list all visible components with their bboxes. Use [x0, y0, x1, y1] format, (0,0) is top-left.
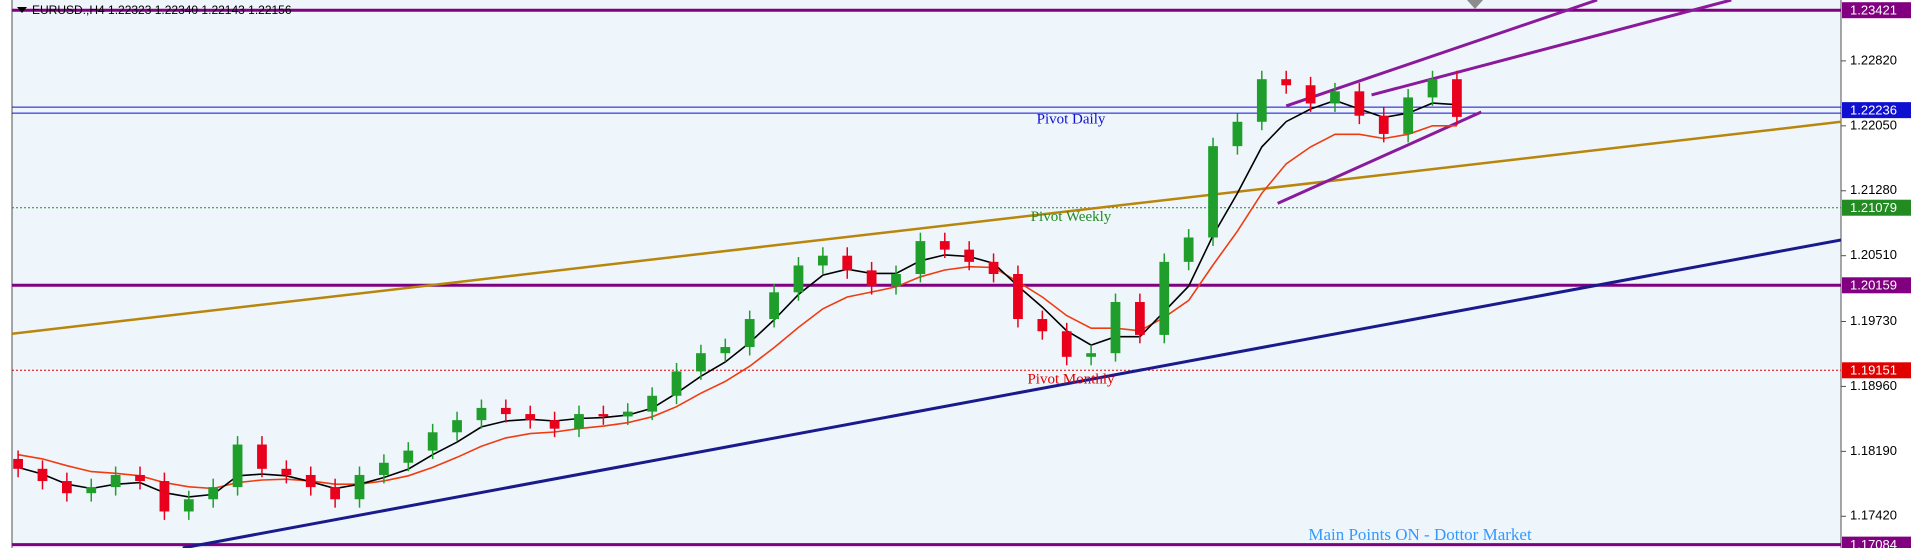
y-tick-label: 1.18190: [1850, 443, 1897, 458]
y-tick-label: 1.19730: [1850, 313, 1897, 328]
candle-body: [1427, 79, 1438, 98]
candle-body: [671, 371, 682, 396]
level-tag-label: 1.20159: [1850, 278, 1897, 293]
candle-body: [1086, 353, 1096, 357]
candle-body: [769, 292, 779, 320]
candle-body: [744, 319, 755, 348]
trend-line: [12, 120, 1841, 335]
candle-body: [281, 468, 292, 475]
y-tick-label: 1.22050: [1850, 117, 1897, 132]
candle-body: [1183, 237, 1194, 262]
y-tick-label: 1.20510: [1850, 247, 1897, 262]
candle-body: [427, 432, 438, 451]
candle-body: [354, 474, 365, 500]
candle-body: [1037, 319, 1048, 332]
level-tag: [1842, 102, 1911, 119]
candle-body: [1256, 79, 1267, 122]
level-tag-label: 1.22236: [1850, 103, 1897, 118]
candle-body: [159, 481, 170, 512]
level-tag-label: 1.23421: [1850, 3, 1897, 18]
level-tag-label: 1.19151: [1850, 363, 1897, 378]
candle-body: [13, 458, 23, 469]
shift-marker: [1467, 0, 1483, 9]
candle-body: [915, 241, 926, 274]
candle-body: [1135, 301, 1145, 335]
candle-body: [1061, 331, 1072, 357]
trend-line: [1285, 0, 1598, 108]
candle-body: [1281, 79, 1292, 86]
candle-body: [574, 414, 584, 429]
trend-line: [182, 238, 1841, 548]
candle-body: [1403, 97, 1414, 134]
pivot-label: Pivot Weekly: [1031, 209, 1112, 225]
candle-body: [1354, 91, 1365, 116]
candle-body: [525, 414, 536, 421]
pivot-label: Pivot Daily: [1037, 112, 1106, 128]
candle-body: [257, 444, 267, 469]
candle-body: [622, 411, 633, 417]
candle-body: [86, 487, 97, 494]
candle-body: [330, 487, 341, 500]
candle-body: [37, 468, 48, 482]
level-tag-label: 1.17084: [1850, 537, 1897, 548]
candle-body: [1330, 91, 1340, 104]
ma-line: [17, 125, 1457, 490]
candle-body: [1305, 85, 1316, 104]
candle-body: [135, 474, 145, 482]
candle-body: [1232, 121, 1243, 147]
candle-body: [1378, 115, 1389, 134]
candle-body: [110, 474, 121, 488]
chart-title: EURUSD.,H4 1.22323 1.22340 1.22143 1.221…: [32, 3, 292, 17]
price-axis: 1.22820 1.22050 1.21280 1.20510 1.19730 1.189…: [1841, 2, 1911, 548]
level-tag: [1842, 362, 1911, 379]
candle-body: [476, 407, 487, 421]
candle-body: [842, 255, 853, 271]
y-tick-label: 1.18960: [1850, 378, 1897, 393]
candle-body: [647, 395, 658, 412]
candle-body: [720, 347, 731, 354]
candle-body: [379, 462, 389, 475]
candle-body: [500, 407, 511, 415]
candle-body: [183, 499, 194, 512]
candle-body: [866, 270, 877, 287]
candle-body: [696, 353, 706, 372]
candle-body: [598, 414, 609, 417]
menu-arrow: [17, 7, 27, 13]
y-tick-label: 1.17420: [1850, 508, 1897, 523]
candle-body: [1110, 301, 1121, 354]
candle-body: [964, 249, 975, 262]
annotation: Main Points ON - Dottor Market: [1308, 525, 1532, 544]
level-tag: [1842, 277, 1911, 294]
plot-area: [12, 0, 1841, 548]
candle-body: [1159, 261, 1170, 335]
candle-body: [1452, 79, 1462, 117]
trend-line: [1371, 0, 1732, 97]
trend-line: [1277, 110, 1482, 205]
plot: [12, 0, 1841, 548]
candle-body: [891, 274, 901, 287]
y-tick-label: 1.22820: [1850, 52, 1897, 67]
candle-body: [1208, 146, 1218, 238]
candle-body: [403, 450, 414, 463]
level-tag: [1842, 199, 1911, 216]
y-tick-label: 1.21280: [1850, 182, 1897, 197]
candle-body: [208, 487, 219, 500]
candle-body: [549, 420, 560, 429]
candle-body: [232, 444, 243, 488]
candle-body: [793, 265, 804, 293]
candle-body: [817, 255, 828, 266]
candle-body: [452, 420, 462, 433]
candle-body: [305, 474, 316, 488]
level-tag-label: 1.21079: [1850, 200, 1897, 215]
candle-body: [939, 241, 950, 250]
candle-body: [1013, 274, 1023, 320]
candle-body: [61, 481, 72, 494]
level-tag: [1842, 2, 1911, 19]
candle-body: [988, 261, 999, 274]
level-tag: [1842, 536, 1911, 548]
pivot-label: Pivot Monthly: [1027, 372, 1115, 388]
